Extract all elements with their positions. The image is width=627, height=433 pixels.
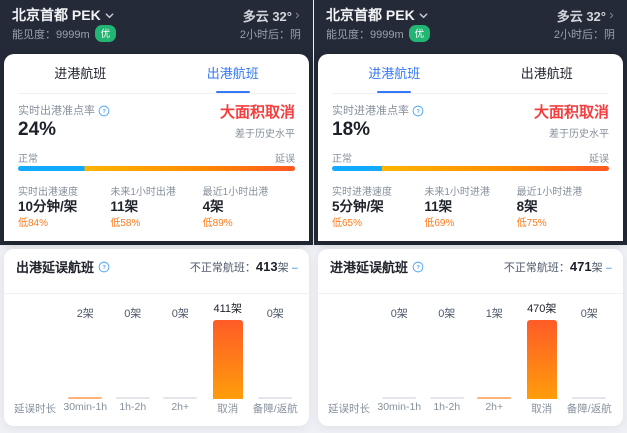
- svg-text:?: ?: [102, 109, 106, 115]
- svg-text:?: ?: [102, 265, 106, 271]
- svg-text:?: ?: [416, 109, 420, 115]
- svg-text:?: ?: [416, 265, 420, 271]
